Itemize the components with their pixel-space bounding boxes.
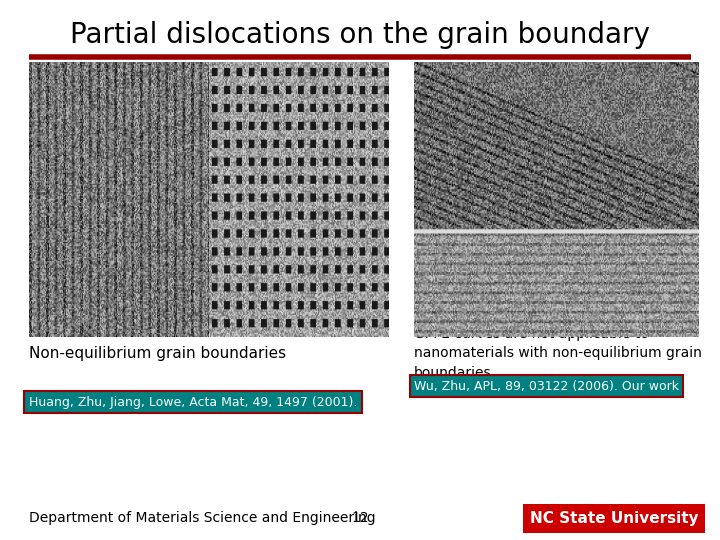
Text: NC State University: NC State University [530, 511, 698, 526]
Text: Department of Materials Science and Engineering: Department of Materials Science and Engi… [29, 511, 375, 525]
Text: GPFE curves are not applicable to
nanomaterials with non-equilibrium grain
bound: GPFE curves are not applicable to nanoma… [414, 327, 702, 380]
Text: Non-equilibrium grain boundaries: Non-equilibrium grain boundaries [29, 346, 286, 361]
Text: Partial dislocations on the grain boundary: Partial dislocations on the grain bounda… [70, 21, 650, 49]
Text: Wu, Zhu, APL, 89, 03122 (2006). Our work: Wu, Zhu, APL, 89, 03122 (2006). Our work [414, 380, 679, 393]
Text: Huang, Zhu, Jiang, Lowe, Acta Mat, 49, 1497 (2001).: Huang, Zhu, Jiang, Lowe, Acta Mat, 49, 1… [29, 396, 357, 409]
Text: 12: 12 [351, 511, 369, 525]
